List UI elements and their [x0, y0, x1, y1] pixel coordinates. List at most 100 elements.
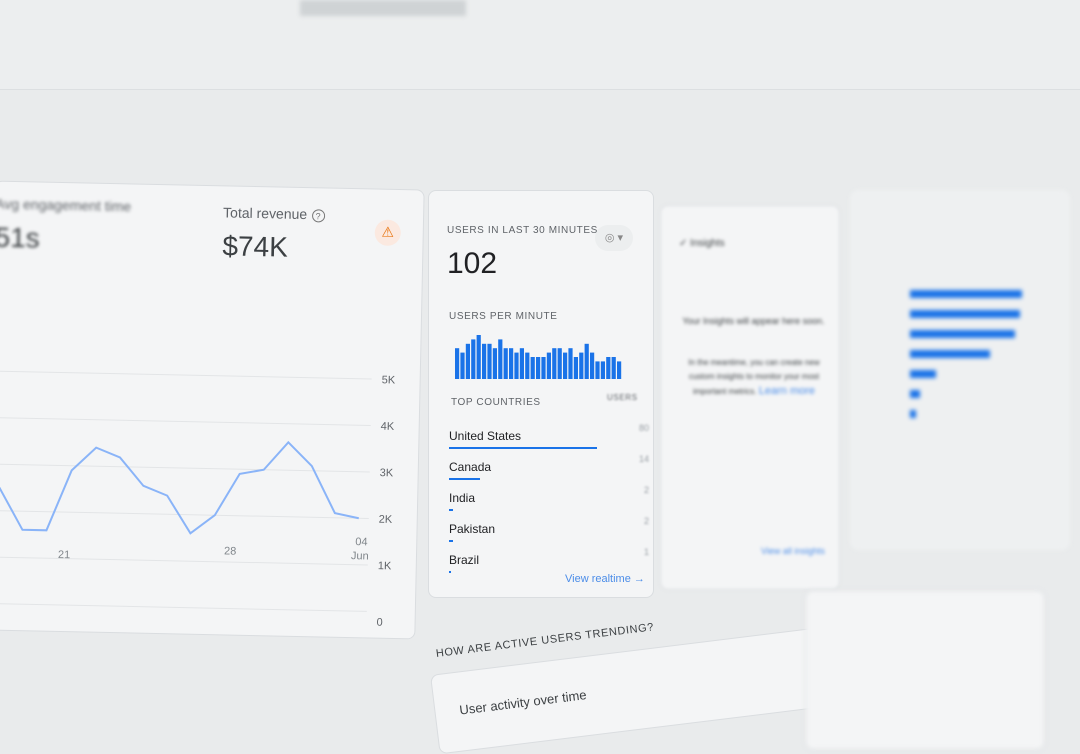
y-tick-label: 0	[376, 617, 382, 629]
engagement-label: Avg engagement time	[0, 196, 131, 215]
blurred-bottom-card	[805, 590, 1045, 750]
realtime-card: USERS IN LAST 30 MINUTES ◎ ▾ 102 USERS P…	[428, 190, 654, 598]
country-share-bar	[449, 540, 453, 542]
gridline	[0, 418, 371, 426]
overview-card: Avg engagement time 51s Total revenue ? …	[0, 181, 425, 640]
hbar	[910, 290, 1022, 298]
minute-bar	[552, 348, 556, 379]
minute-bar	[482, 344, 486, 379]
minute-bar	[574, 357, 578, 379]
country-share-bar	[449, 447, 597, 449]
hbar	[910, 310, 1020, 318]
minute-bar	[536, 357, 540, 379]
minute-bar	[601, 361, 605, 379]
country-users: 14	[639, 454, 649, 464]
minute-bar	[514, 353, 518, 379]
minute-bar	[504, 348, 508, 379]
y-tick-label: 5K	[382, 374, 396, 386]
country-users: 2	[644, 516, 649, 526]
country-share-bar	[449, 478, 480, 480]
country-share-bar	[449, 509, 453, 511]
minute-bar	[471, 339, 475, 379]
minute-bar	[595, 361, 599, 379]
x-tick-label: 04	[355, 536, 367, 548]
country-name: Brazil	[449, 553, 479, 567]
minute-bar	[617, 361, 621, 379]
revenue-metric[interactable]: Total revenue ? $74K	[222, 204, 325, 264]
minute-bar	[531, 357, 535, 379]
hbar	[910, 330, 1015, 338]
minute-bar	[612, 357, 616, 379]
hbar	[910, 390, 920, 398]
country-name: India	[449, 491, 475, 505]
minute-bar	[606, 357, 610, 379]
insights-title: ✓ Insights	[679, 238, 725, 249]
country-name: Canada	[449, 460, 491, 474]
minute-bar	[487, 344, 491, 379]
minute-bar	[585, 344, 589, 379]
x-tick-label: 28	[224, 545, 236, 557]
country-users: 2	[644, 485, 649, 495]
country-name: United States	[449, 429, 521, 443]
minute-bar	[466, 344, 470, 379]
view-all-insights-link[interactable]: View all insights	[761, 546, 825, 556]
gridline	[0, 371, 372, 379]
line-chart: 5K 4K 3K 2K 1K 0 21 28 04 Jun	[0, 282, 424, 631]
view-realtime-link[interactable]: View realtime →	[565, 573, 645, 585]
help-icon[interactable]: ?	[311, 209, 324, 222]
country-users: 80	[639, 423, 649, 433]
y-tick-label: 1K	[378, 560, 392, 572]
country-name: Pakistan	[449, 522, 495, 536]
realtime-options[interactable]: ◎ ▾	[595, 225, 633, 251]
insights-heading: Your Insights will appear here soon.	[681, 316, 826, 326]
engagement-metric: Avg engagement time 51s	[0, 196, 131, 257]
insights-body: In the meantime, you can create new cust…	[679, 356, 829, 399]
gridline	[0, 557, 368, 565]
minute-bar	[520, 348, 524, 379]
minute-bar	[509, 348, 513, 379]
hbar	[910, 370, 936, 378]
minute-bar	[477, 335, 481, 379]
minute-bar	[590, 353, 594, 379]
country-share-bar	[449, 571, 451, 573]
users-column-label: USERS	[607, 393, 638, 402]
tab-blur	[300, 0, 466, 16]
country-users: 1	[644, 547, 649, 557]
view-realtime-text: View realtime	[565, 573, 631, 585]
minute-bar	[525, 353, 529, 379]
insights-card: ✓ Insights Your Insights will appear her…	[660, 205, 840, 590]
minute-bar	[541, 357, 545, 379]
minute-bar	[558, 348, 562, 379]
x-tick-label: 21	[58, 549, 70, 561]
revenue-label: Total revenue	[223, 204, 307, 222]
insights-title-text: Insights	[690, 238, 724, 249]
minute-bar	[579, 353, 583, 379]
user-activity-title: User activity over time	[459, 687, 588, 717]
realtime-count: 102	[447, 247, 497, 281]
revenue-value: $74K	[222, 230, 324, 264]
revenue-line	[0, 436, 360, 537]
top-bar	[0, 0, 1080, 90]
y-tick-label: 4K	[381, 421, 395, 433]
minute-bar	[547, 353, 551, 379]
blurred-bar-card	[850, 190, 1070, 550]
minute-bar	[460, 353, 464, 379]
users-per-minute-chart	[455, 331, 635, 381]
learn-more-link[interactable]: Learn more	[759, 385, 815, 397]
x-tick-label: Jun	[351, 550, 369, 562]
minute-bar	[563, 353, 567, 379]
y-tick-label: 3K	[380, 467, 394, 479]
per-minute-label: USERS PER MINUTE	[449, 311, 558, 322]
minute-bar	[498, 339, 502, 379]
y-tick-label: 2K	[379, 514, 393, 526]
warning-triangle-icon[interactable]: ⚠	[374, 220, 401, 247]
minute-bar	[493, 348, 497, 379]
minute-bar	[455, 348, 459, 379]
hbar	[910, 350, 990, 358]
realtime-title: USERS IN LAST 30 MINUTES	[447, 225, 598, 236]
